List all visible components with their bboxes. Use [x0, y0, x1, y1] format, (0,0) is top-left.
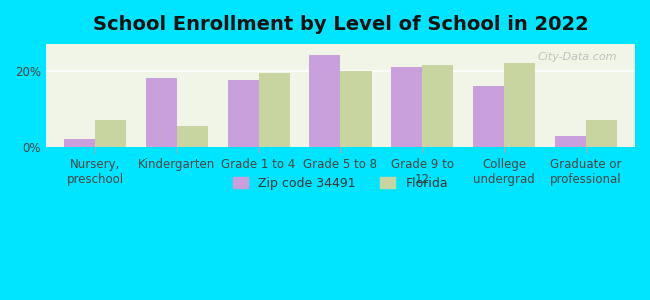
Bar [504, 63, 535, 147]
Bar [391, 67, 423, 147]
Bar [309, 56, 341, 147]
Bar [259, 73, 290, 147]
Bar [177, 126, 208, 147]
Bar [555, 136, 586, 147]
Bar [227, 80, 259, 147]
Bar [473, 86, 504, 147]
Bar [95, 120, 126, 147]
Bar [341, 71, 372, 147]
Bar [586, 120, 617, 147]
Text: City-Data.com: City-Data.com [538, 52, 618, 62]
Bar [422, 65, 453, 147]
Legend: Zip code 34491, Florida: Zip code 34491, Florida [227, 172, 453, 195]
Title: School Enrollment by Level of School in 2022: School Enrollment by Level of School in … [92, 15, 588, 34]
Bar [146, 78, 177, 147]
Bar [64, 140, 95, 147]
